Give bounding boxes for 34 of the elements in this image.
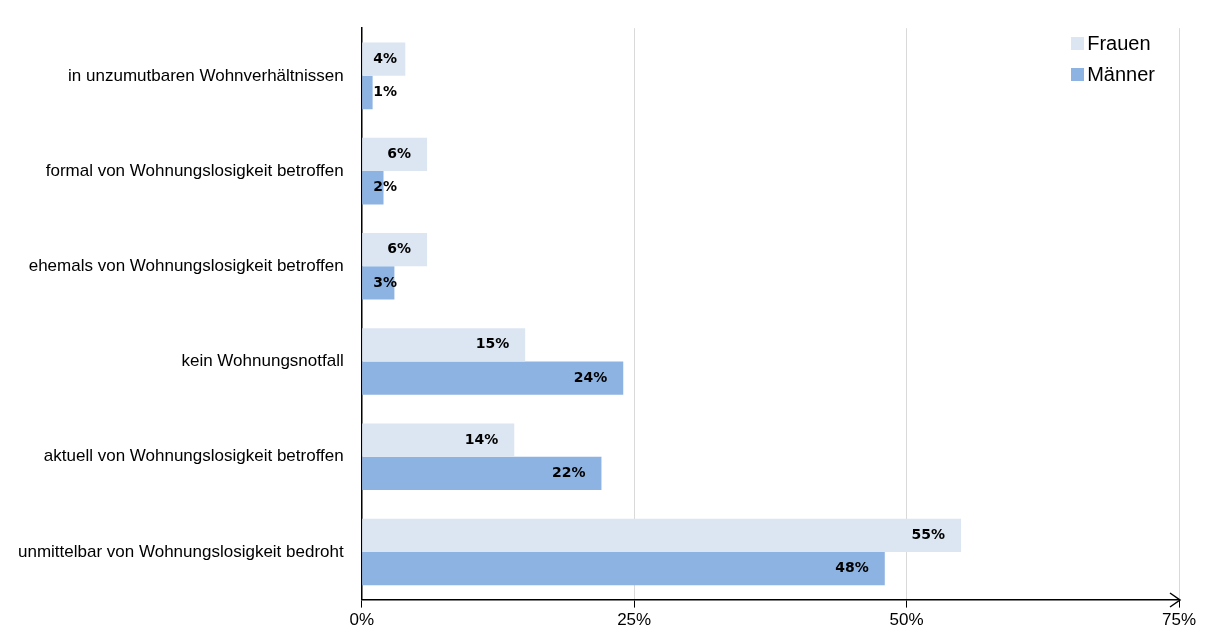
bar — [362, 456, 602, 491]
x-tick-label: 75% — [1161, 610, 1197, 630]
bar — [362, 232, 428, 267]
data-label: 4% — [373, 49, 397, 66]
bar — [362, 137, 428, 172]
data-label: 3% — [373, 273, 397, 290]
y-tick-label: ehemals von Wohnungslosigkeit betroffen — [28, 255, 344, 275]
data-label: 14% — [464, 430, 499, 447]
y-tick-label: kein Wohnungsnotfall — [181, 351, 344, 371]
bar — [362, 423, 515, 457]
data-label: 1% — [373, 83, 397, 100]
y-tick-label: unmittelbar von Wohnungslosigkeit bedroht — [18, 541, 344, 561]
data-label: 48% — [835, 559, 869, 576]
bar — [362, 42, 406, 76]
x-tick-label: 50% — [889, 610, 924, 630]
x-tick-label: 25% — [617, 610, 652, 630]
data-label: 55% — [911, 525, 946, 542]
legend-label: Männer — [1087, 63, 1155, 86]
y-tick-label: in unzumutbaren Wohnverhältnissen — [68, 65, 344, 85]
y-tick-label: formal von Wohnungslosigkeit betroffen — [45, 160, 344, 180]
bar — [362, 75, 373, 110]
bar — [362, 551, 885, 586]
bar — [362, 328, 526, 362]
data-label: 22% — [551, 464, 586, 481]
data-label: 15% — [475, 335, 510, 352]
bar — [362, 361, 624, 395]
data-label: 24% — [573, 368, 608, 385]
legend-label: Frauen — [1087, 32, 1151, 55]
data-label: 6% — [387, 145, 412, 162]
y-tick-label: aktuell von Wohnungslosigkeit betroffen — [43, 446, 344, 466]
bar — [362, 518, 962, 552]
x-tick-label: 0% — [349, 610, 374, 630]
data-label: 2% — [373, 178, 397, 195]
data-label: 6% — [387, 240, 412, 257]
